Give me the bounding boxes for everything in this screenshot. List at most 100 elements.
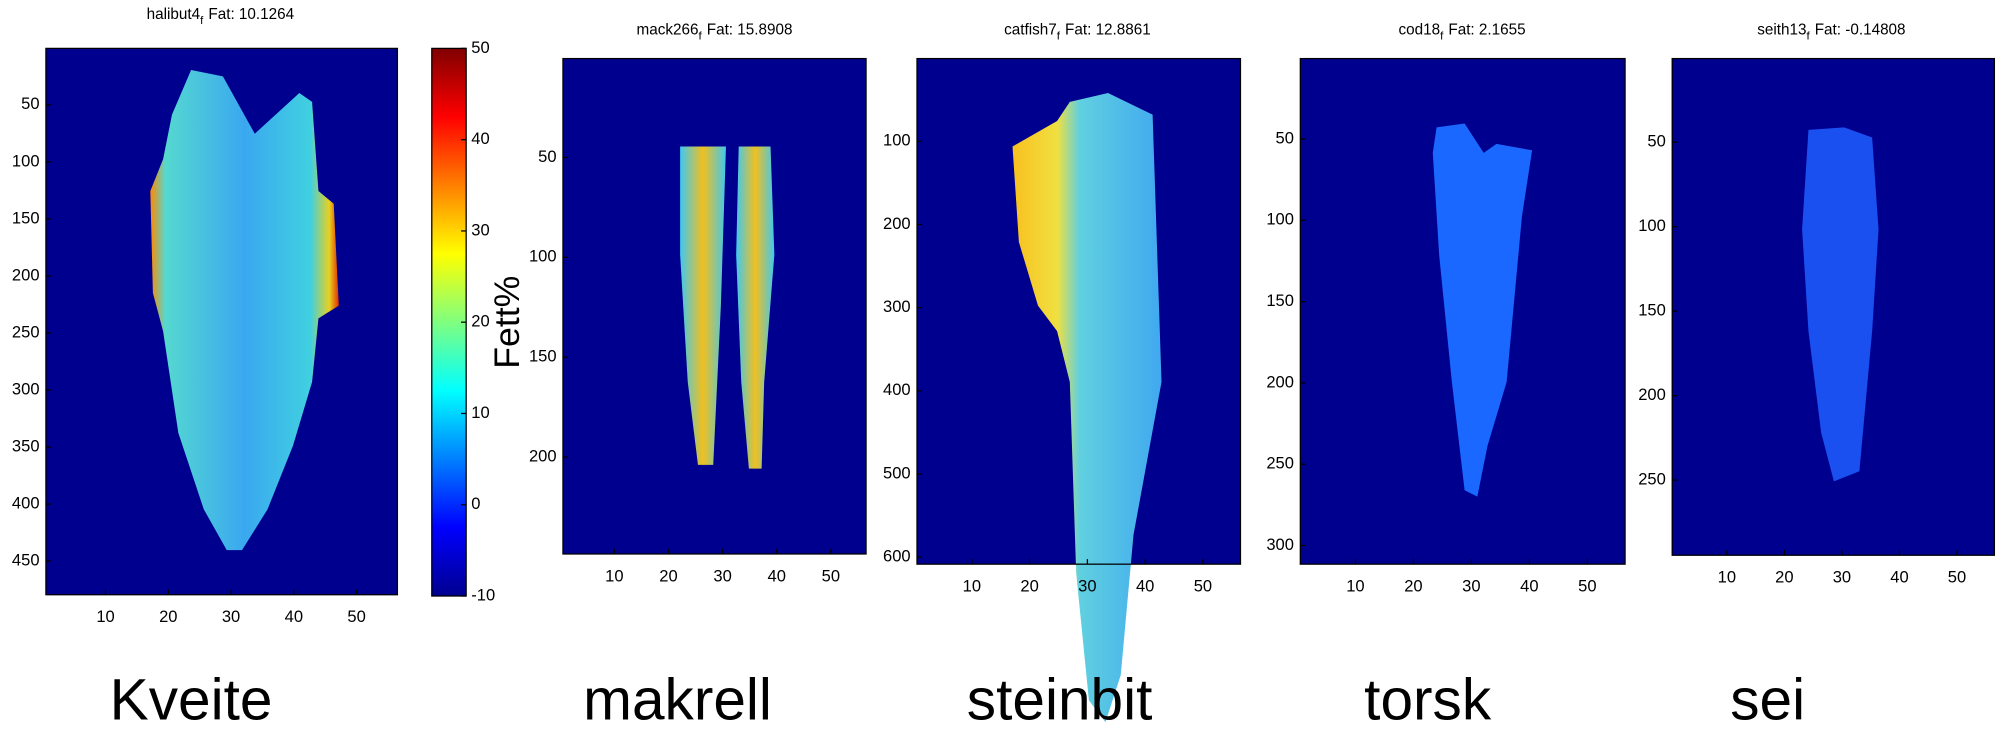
x-tick-label: 20 bbox=[1404, 576, 1422, 595]
x-tick-label: 10 bbox=[605, 566, 623, 585]
title-tail: Fat: 12.8861 bbox=[1065, 21, 1151, 38]
title-name: catfish7 bbox=[1004, 21, 1057, 38]
fish-shape bbox=[736, 146, 775, 469]
title-name: cod18 bbox=[1399, 21, 1441, 38]
fish-shape bbox=[680, 146, 726, 465]
colorbar-tick-label: 10 bbox=[471, 403, 489, 422]
x-tick-label: 40 bbox=[1520, 576, 1538, 595]
y-tick-label: 500 bbox=[883, 463, 911, 482]
axes-box bbox=[1671, 57, 1996, 556]
y-tick-label: 200 bbox=[883, 214, 911, 233]
colorbar-label: Fett% bbox=[487, 276, 527, 369]
y-tick-label: 200 bbox=[1638, 385, 1666, 404]
x-tick-label: 50 bbox=[1578, 576, 1596, 595]
title-subscript: f bbox=[1806, 30, 1810, 42]
x-tick-label: 20 bbox=[1020, 576, 1038, 595]
x-tick-label: 10 bbox=[1346, 576, 1364, 595]
y-tick-label: 50 bbox=[538, 147, 556, 166]
x-tick-label: 30 bbox=[1462, 576, 1480, 595]
panel-title: mack266f Fat: 15.8908 bbox=[637, 21, 793, 42]
title-name: seith13 bbox=[1757, 21, 1806, 38]
x-tick-label: 50 bbox=[347, 607, 365, 626]
y-tick-label: 100 bbox=[1638, 216, 1666, 235]
y-tick-label: 50 bbox=[21, 94, 39, 113]
x-tick-label: 20 bbox=[1775, 568, 1793, 587]
y-tick-label: 50 bbox=[1647, 132, 1665, 151]
panel-title: catfish7f Fat: 12.8861 bbox=[1004, 21, 1151, 42]
title-name: mack266 bbox=[637, 21, 699, 38]
y-tick-label: 250 bbox=[1266, 454, 1294, 473]
x-tick-label: 20 bbox=[159, 607, 177, 626]
x-tick-label: 40 bbox=[1890, 568, 1908, 587]
x-tick-label: 10 bbox=[963, 576, 981, 595]
axes-box bbox=[45, 47, 399, 596]
colorbar-tick-label: 40 bbox=[471, 129, 489, 148]
colorbar-tick-label: 30 bbox=[471, 220, 489, 239]
fish-shape bbox=[1432, 123, 1533, 497]
x-tick-label: 20 bbox=[659, 566, 677, 585]
panel-title: seith13f Fat: -0.14808 bbox=[1757, 21, 1905, 42]
title-subscript: f bbox=[698, 30, 702, 42]
caption: steinbit bbox=[967, 668, 1153, 731]
x-tick-label: 30 bbox=[1833, 568, 1851, 587]
y-tick-label: 150 bbox=[12, 208, 40, 227]
axes-layer: 10 20 30 40 5050100150200250300350400450hali… bbox=[12, 6, 1996, 731]
x-tick-label: 40 bbox=[768, 566, 786, 585]
x-tick-label: 40 bbox=[285, 607, 303, 626]
colorbar bbox=[431, 47, 467, 597]
y-tick-label: 450 bbox=[12, 550, 40, 569]
colorbar-tick-label: 50 bbox=[471, 38, 489, 57]
x-tick-label: 10 bbox=[96, 607, 114, 626]
y-tick-label: 100 bbox=[883, 131, 911, 150]
y-tick-label: 50 bbox=[1276, 128, 1294, 147]
y-tick-label: 200 bbox=[529, 446, 557, 465]
title-subscript: f bbox=[200, 15, 204, 27]
y-tick-label: 150 bbox=[1266, 291, 1294, 310]
y-tick-label: 100 bbox=[12, 151, 40, 170]
y-tick-label: 250 bbox=[1638, 469, 1666, 488]
y-tick-label: 300 bbox=[883, 297, 911, 316]
y-tick-label: 250 bbox=[12, 322, 40, 341]
title-tail: Fat: -0.14808 bbox=[1815, 21, 1906, 38]
y-tick-label: 200 bbox=[12, 265, 40, 284]
y-tick-label: 150 bbox=[1638, 301, 1666, 320]
panel-title: halibut4f Fat: 10.1264 bbox=[147, 6, 295, 27]
axes-box bbox=[562, 57, 867, 555]
x-tick-label: 30 bbox=[1078, 576, 1096, 595]
title-subscript: f bbox=[1440, 30, 1444, 42]
title-subscript: f bbox=[1057, 30, 1061, 42]
y-tick-label: 600 bbox=[883, 546, 911, 565]
y-tick-label: 200 bbox=[1266, 372, 1294, 391]
title-name: halibut4 bbox=[147, 6, 201, 23]
y-tick-label: 300 bbox=[12, 379, 40, 398]
y-tick-label: 300 bbox=[1266, 535, 1294, 554]
panel-title: cod18f Fat: 2.1655 bbox=[1399, 21, 1526, 42]
x-tick-label: 50 bbox=[1948, 568, 1966, 587]
axes-box bbox=[916, 57, 1242, 565]
axes-box bbox=[1299, 57, 1626, 565]
caption: makrell bbox=[583, 668, 772, 731]
fish-shape bbox=[150, 70, 339, 551]
y-tick-label: 150 bbox=[529, 347, 557, 366]
y-tick-label: 100 bbox=[529, 247, 557, 266]
colorbar-tick-label: 0 bbox=[471, 494, 480, 513]
fish-shape bbox=[1802, 127, 1879, 482]
y-tick-label: 350 bbox=[12, 436, 40, 455]
title-tail: Fat: 10.1264 bbox=[208, 6, 294, 23]
y-tick-label: 400 bbox=[883, 380, 911, 399]
title-tail: Fat: 15.8908 bbox=[707, 21, 793, 38]
x-tick-label: 50 bbox=[1194, 576, 1212, 595]
caption: torsk bbox=[1364, 668, 1492, 731]
caption: Kveite bbox=[110, 668, 273, 731]
y-tick-label: 400 bbox=[12, 493, 40, 512]
title-tail: Fat: 2.1655 bbox=[1448, 21, 1525, 38]
panels bbox=[45, 48, 1995, 595]
x-tick-label: 30 bbox=[713, 566, 731, 585]
colorbar-tick-label: -10 bbox=[471, 585, 495, 604]
y-tick-label: 100 bbox=[1266, 210, 1294, 229]
x-tick-label: 40 bbox=[1136, 576, 1154, 595]
x-tick-label: 10 bbox=[1718, 568, 1736, 587]
caption: sei bbox=[1730, 668, 1805, 731]
colorbar-tick-label: 20 bbox=[471, 312, 489, 331]
